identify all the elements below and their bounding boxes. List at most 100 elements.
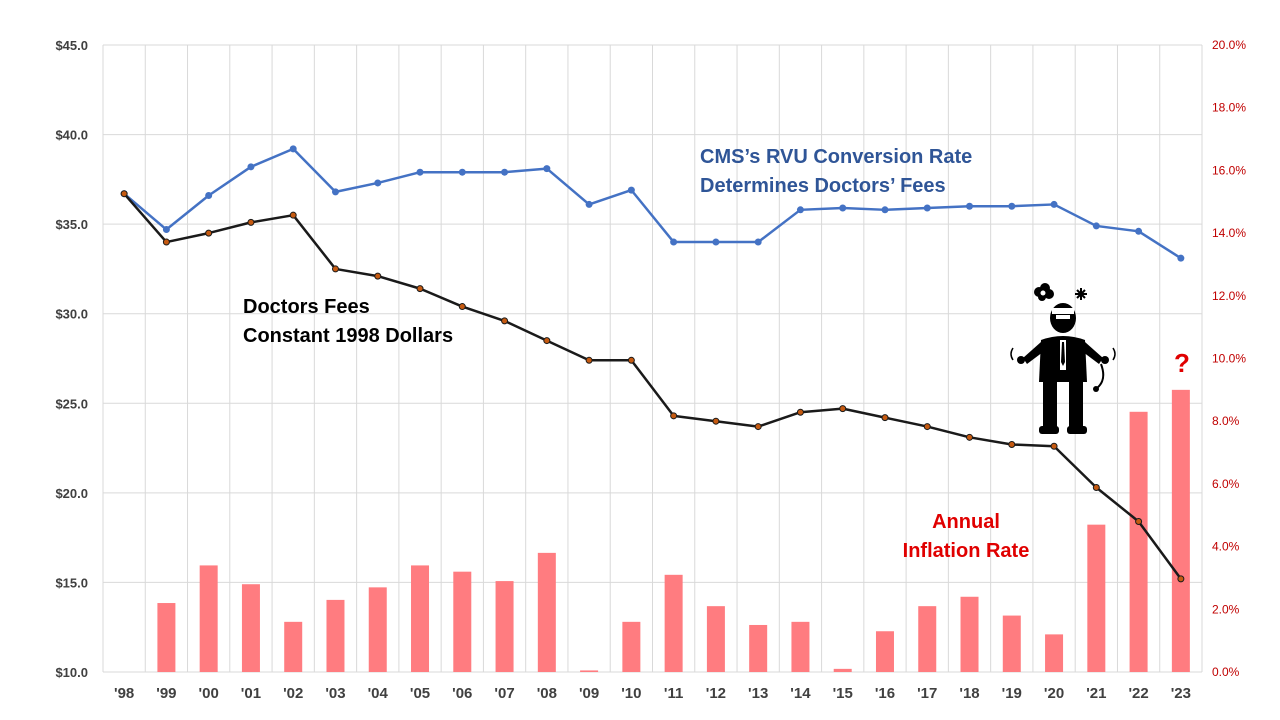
inflation-bar (622, 621, 641, 672)
inflation-bar (918, 606, 937, 672)
inflation-bar (960, 596, 979, 672)
chart-lines (120, 145, 1185, 583)
fees-point (881, 414, 889, 422)
y-right-tick-label: 16.0% (1212, 163, 1246, 177)
fees-point (289, 211, 297, 219)
inflation-bar (833, 668, 852, 672)
x-tick-label: '02 (283, 685, 303, 702)
rvu-point (712, 238, 720, 246)
fees-point (543, 337, 551, 345)
rvu-point (374, 179, 382, 187)
rvu-point (839, 204, 847, 212)
annotations: CMS’s RVU Conversion Rate Determines Doc… (243, 146, 1190, 562)
x-tick-label: '20 (1044, 685, 1064, 702)
inflation-bar (495, 581, 514, 672)
x-tick-label: '22 (1128, 685, 1148, 702)
chart-grid (102, 44, 1203, 673)
fees-point (458, 303, 466, 311)
x-tick-label: '18 (959, 685, 979, 702)
rvu-annotation-line2: Determines Doctors’ Fees (700, 175, 946, 197)
axis-ticks: $10.0 $15.0 $20.0 $25.0 $30.0 $35.0 $40.0 $45.0… (55, 38, 1246, 702)
fees-point (627, 356, 635, 364)
fees-point (1092, 483, 1100, 491)
inflation-bar (580, 670, 599, 672)
fees-point (120, 190, 128, 198)
rvu-point (1135, 227, 1143, 235)
x-tick-label: '15 (833, 685, 853, 702)
fees-annotation-line2: Constant 1998 Dollars (243, 325, 453, 347)
fees-point (1135, 518, 1143, 526)
inflation-bar (1171, 389, 1190, 672)
y-right-tick-label: 20.0% (1212, 38, 1246, 52)
rvu-point (1092, 222, 1100, 230)
y-right-tick-label: 4.0% (1212, 540, 1240, 554)
doctors-fees-line (123, 192, 1182, 580)
x-tick-label: '99 (156, 685, 176, 702)
fees-point (501, 317, 509, 325)
x-tick-label: '11 (664, 685, 683, 702)
x-tick-label: '00 (199, 685, 219, 702)
y-right-tick-label: 2.0% (1212, 602, 1240, 616)
x-tick-label: '09 (579, 685, 599, 702)
fees-point (205, 229, 213, 237)
rvu-point (289, 145, 297, 153)
rvu-point (1177, 254, 1185, 262)
fees-point (374, 272, 382, 280)
question-mark: ? (1174, 348, 1190, 378)
y-left-tick-label: $45.0 (55, 38, 88, 53)
fees-point (966, 433, 974, 441)
inflation-bar (157, 603, 176, 672)
rvu-point (458, 168, 466, 176)
inflation-bar (1129, 411, 1148, 672)
rvu-point (1050, 200, 1058, 208)
rvu-point (923, 204, 931, 212)
x-tick-label: '08 (537, 685, 557, 702)
rvu-point (585, 200, 593, 208)
fees-point (416, 285, 424, 293)
x-tick-label: '14 (790, 685, 811, 702)
fees-point (1050, 442, 1058, 450)
inflation-bar (749, 624, 768, 672)
y-left-tick-label: $25.0 (55, 396, 88, 411)
y-left-tick-label: $20.0 (55, 486, 88, 501)
inflation-bar (199, 565, 218, 672)
y-left-tick-label: $30.0 (55, 307, 88, 322)
fees-point (331, 265, 339, 273)
rvu-annotation-line1: CMS’s RVU Conversion Rate (700, 146, 972, 168)
x-tick-label: '21 (1086, 685, 1106, 702)
x-tick-label: '05 (410, 685, 430, 702)
x-tick-label: '06 (452, 685, 472, 702)
fees-point (247, 218, 255, 226)
inflation-bar (453, 571, 472, 672)
inflation-bar (664, 574, 683, 672)
fees-point (670, 412, 678, 420)
rvu-point (331, 188, 339, 196)
inflation-bar (368, 587, 387, 672)
inflation-bar (875, 631, 894, 672)
inflation-bars (157, 389, 1190, 672)
y-right-tick-label: 18.0% (1212, 101, 1246, 115)
rvu-point (966, 202, 974, 210)
rvu-point (1008, 202, 1016, 210)
x-tick-label: '07 (494, 685, 514, 702)
inflation-bar (1087, 524, 1106, 672)
fees-point (923, 423, 931, 431)
fees-point (162, 238, 170, 246)
y-left-tick-label: $15.0 (55, 575, 88, 590)
angry-doctor-icon (1010, 283, 1116, 434)
y-left-tick-label: $35.0 (55, 217, 88, 232)
inflation-bar (411, 565, 430, 672)
x-tick-label: '03 (325, 685, 345, 702)
fees-point (796, 408, 804, 416)
inflation-bar (1002, 615, 1021, 672)
inflation-bar (791, 621, 810, 672)
fees-point (754, 423, 762, 431)
inflation-annotation-line2: Inflation Rate (903, 540, 1030, 562)
x-tick-label: '19 (1002, 685, 1022, 702)
y-right-tick-label: 12.0% (1212, 289, 1246, 303)
inflation-annotation-line1: Annual (932, 511, 1000, 533)
x-tick-label: '12 (706, 685, 726, 702)
fees-annotation-line1: Doctors Fees (243, 296, 370, 318)
x-tick-label: '10 (621, 685, 641, 702)
